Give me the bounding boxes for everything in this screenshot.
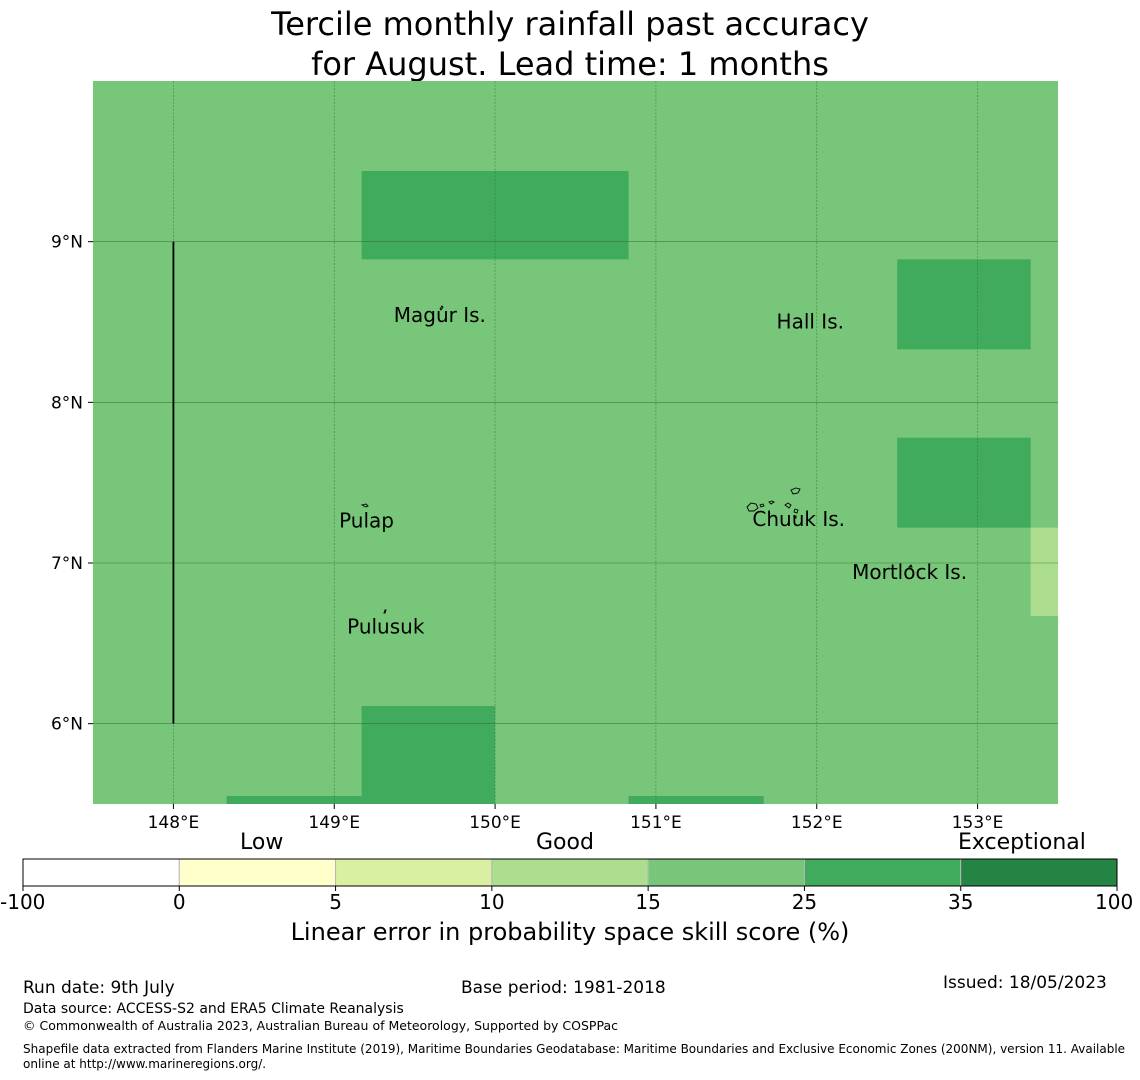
place-label: Chuuk Is. — [752, 507, 845, 531]
island-outline — [439, 305, 444, 311]
colorbar — [22, 858, 1118, 891]
map-cell-5 — [226, 795, 362, 804]
colorbar-swatch — [178, 858, 337, 887]
map-cell-2 — [897, 437, 1031, 528]
island-outline — [746, 502, 759, 512]
map-cell-3 — [1030, 527, 1058, 617]
island-outline — [784, 502, 792, 509]
map-cell-1 — [897, 259, 1031, 350]
colorbar-tick-label: 15 — [635, 890, 661, 914]
colorbar-frame — [22, 858, 1118, 887]
colorbar-swatch — [960, 858, 1118, 887]
colorbar-swatch — [335, 858, 493, 887]
copyright: © Commonwealth of Australia 2023, Austra… — [23, 1018, 618, 1033]
colorbar-title: Linear error in probability space skill … — [290, 918, 850, 946]
lon-tick-label: 152°E — [791, 813, 843, 833]
colorbar-swatch — [491, 858, 649, 887]
island-outline — [759, 503, 765, 508]
place-label: Pulap — [339, 509, 394, 533]
map-gridlines — [93, 81, 1058, 804]
lon-tick-label: 153°E — [952, 813, 1004, 833]
colorbar-label-exceptional: Exceptional — [958, 830, 1086, 855]
chart-title-line-2: for August. Lead time: 1 months — [311, 45, 829, 83]
colorbar-swatch — [803, 858, 962, 887]
place-label: Magur Is. — [394, 303, 486, 327]
map-cell-6 — [628, 795, 764, 804]
issued-date: Issued: 18/05/2023 — [943, 973, 1107, 993]
island-outline — [768, 500, 775, 505]
lat-tick-label: 9°N — [51, 233, 83, 253]
chart-title-line-1: Tercile monthly rainfall past accuracy — [271, 5, 869, 43]
colorbar-swatch — [22, 858, 180, 887]
map-features: Magur Is. Hall Is. Pulap Chuuk Is. Mortlock … — [172, 241, 967, 724]
island-outline — [790, 487, 801, 495]
lon-tick-label: 150°E — [469, 813, 521, 833]
map-cell-4 — [361, 705, 496, 804]
place-label: Pulusuk — [347, 615, 425, 639]
colorbar-label-low: Low — [240, 830, 284, 855]
colorbar-label-good: Good — [536, 830, 594, 855]
colorbar-tick-label: 100 — [1095, 890, 1134, 914]
lon-tick-label: 149°E — [308, 813, 360, 833]
island-outline — [792, 515, 797, 519]
colorbar-tick-label: 10 — [479, 890, 505, 914]
island-outline — [793, 508, 799, 514]
island-outline — [383, 609, 387, 614]
island-outline — [360, 503, 369, 508]
lat-tick-label: 6°N — [51, 715, 83, 735]
colorbar-tick-label: 25 — [791, 890, 818, 914]
map-tick-labels: 148°E 149°E 150°E 151°E 152°E 153°E 6°N 7°N 8°N 9… — [51, 233, 1003, 833]
data-source: Data source: ACCESS-S2 and ERA5 Climate … — [23, 1001, 404, 1017]
place-label: Hall Is. — [777, 309, 844, 333]
lon-tick-label: 151°E — [630, 813, 682, 833]
lat-tick-label: 7°N — [51, 554, 83, 574]
colorbar-tick-label: 35 — [947, 890, 974, 914]
lon-tick-label: 148°E — [148, 813, 200, 833]
island-outline — [907, 564, 913, 568]
shapefile-credit: Shapefile data extracted from Flanders M… — [23, 1042, 1126, 1071]
colorbar-tick-label: 0 — [172, 890, 186, 914]
colorbar-swatch — [647, 858, 805, 887]
base-period: Base period: 1981-2018 — [461, 978, 666, 998]
colorbar-tick-label: -100 — [0, 890, 46, 914]
lat-tick-label: 8°N — [51, 393, 83, 413]
run-date: Run date: 9th July — [23, 978, 175, 998]
colorbar-tick-label: 5 — [329, 890, 342, 914]
map-cells — [93, 81, 1058, 804]
place-label: Mortlock Is. — [852, 560, 967, 584]
